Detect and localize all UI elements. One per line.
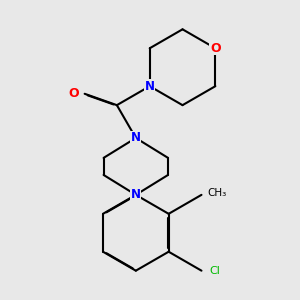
Text: N: N: [131, 131, 141, 145]
Text: N: N: [131, 188, 141, 201]
Text: N: N: [145, 80, 155, 93]
Text: CH₃: CH₃: [207, 188, 226, 198]
Text: O: O: [210, 42, 221, 55]
Text: Cl: Cl: [209, 266, 220, 276]
Text: O: O: [68, 87, 79, 100]
